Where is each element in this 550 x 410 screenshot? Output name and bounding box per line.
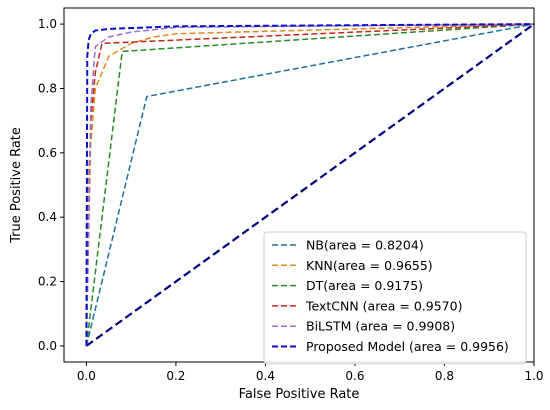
legend: NB(area = 0.8204) KNN(area = 0.9655) DT(ar… xyxy=(263,231,527,365)
y-tick-label: 0.6 xyxy=(38,146,57,160)
legend-entry: BiLSTM (area = 0.9908) xyxy=(306,319,455,334)
y-tick-label: 0.4 xyxy=(38,210,57,224)
legend-entry: NB(area = 0.8204) xyxy=(306,238,424,253)
x-tick-label: 0.4 xyxy=(256,369,275,383)
x-tick-label: 0.6 xyxy=(345,369,364,383)
x-tick-label: 1.0 xyxy=(524,369,543,383)
legend-entry: KNN(area = 0.9655) xyxy=(306,258,433,273)
series-line-2 xyxy=(85,23,535,346)
y-axis-label: True Positive Rate xyxy=(9,127,24,244)
y-tick-label: 1.0 xyxy=(38,17,57,31)
diagonal-reference-line xyxy=(85,23,535,347)
y-axis-ticks: 0.0 0.2 0.4 0.6 0.8 1.0 xyxy=(38,17,64,353)
x-tick-label: 0.2 xyxy=(166,369,185,383)
legend-entry: Proposed Model (area = 0.9956) xyxy=(306,339,509,354)
y-tick-label: 0.8 xyxy=(38,81,57,95)
x-tick-label: 0.8 xyxy=(435,369,454,383)
legend-entry: TextCNN (area = 0.9570) xyxy=(305,298,462,313)
x-axis-label: False Positive Rate xyxy=(239,387,360,402)
x-tick-label: 0.0 xyxy=(77,369,96,383)
series-line-0 xyxy=(85,23,535,347)
series-line-5 xyxy=(85,23,535,346)
plot-lines xyxy=(85,23,535,347)
x-axis-ticks: 0.0 0.2 0.4 0.6 0.8 1.0 xyxy=(77,362,544,383)
y-tick-label: 0.2 xyxy=(38,275,57,289)
legend-box xyxy=(263,231,527,365)
y-tick-label: 0.0 xyxy=(38,339,57,353)
legend-entry: DT(area = 0.9175) xyxy=(306,278,423,293)
series-line-3 xyxy=(85,23,535,346)
